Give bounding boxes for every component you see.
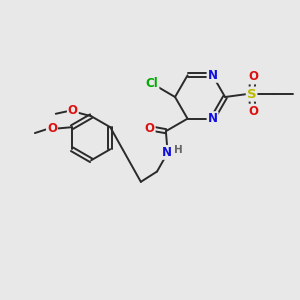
Text: Cl: Cl	[146, 77, 158, 90]
Text: O: O	[248, 105, 258, 118]
Text: N: N	[208, 69, 218, 82]
Text: O: O	[145, 122, 155, 135]
Text: S: S	[247, 88, 256, 100]
Text: O: O	[47, 122, 57, 135]
Text: N: N	[162, 146, 172, 159]
Text: H: H	[174, 145, 183, 155]
Text: O: O	[248, 70, 258, 83]
Text: O: O	[68, 104, 78, 117]
Text: N: N	[208, 112, 218, 125]
